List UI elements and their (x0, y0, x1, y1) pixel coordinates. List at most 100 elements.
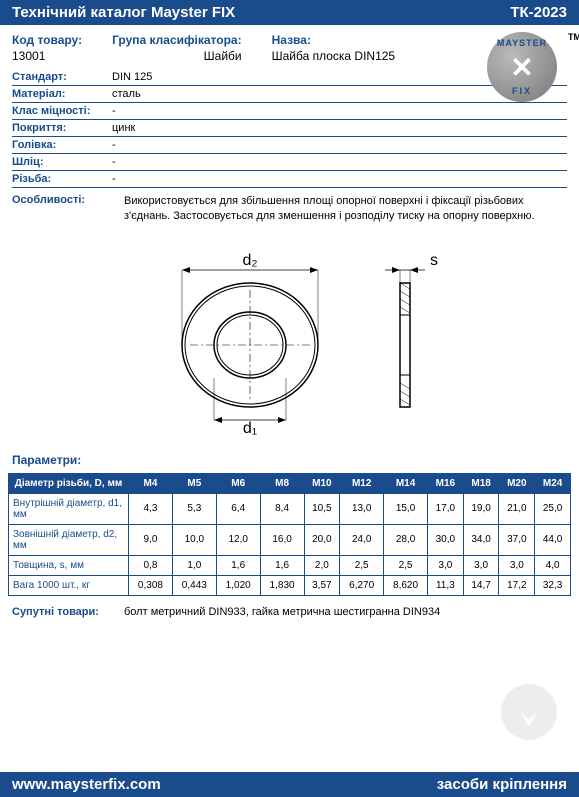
cell: 6,4 (216, 493, 260, 524)
cell: 1,020 (216, 575, 260, 595)
spec-value: - (112, 139, 116, 151)
cell: 8,4 (260, 493, 304, 524)
features-label: Особливості: (12, 194, 124, 225)
brand-logo: MAYSTER ✕ FIX TM (487, 32, 567, 112)
spec-row: Клас міцності:- (12, 103, 567, 120)
cell: 15,0 (384, 493, 428, 524)
cell: 4,3 (129, 493, 173, 524)
table-header: M14 (384, 473, 428, 493)
group-value: Шайби (112, 49, 242, 63)
cell: 2,5 (384, 555, 428, 575)
cell: 6,270 (340, 575, 384, 595)
related-label: Супутні товари: (12, 606, 124, 618)
cell: 11,3 (427, 575, 463, 595)
params-title: Параметри: (0, 445, 579, 473)
header-code: ТК-2023 (510, 4, 567, 21)
table-header: M18 (463, 473, 499, 493)
cell: 28,0 (384, 524, 428, 555)
footer-bar: www.maysterfix.com засоби кріплення (0, 772, 579, 797)
spec-value: цинк (112, 122, 135, 134)
spec-label: Шліц: (12, 156, 112, 168)
spec-label: Клас міцності: (12, 105, 112, 117)
cell: 10,0 (172, 524, 216, 555)
cell: 8,620 (384, 575, 428, 595)
cell: 12,0 (216, 524, 260, 555)
cell: 16,0 (260, 524, 304, 555)
cell: 17,0 (427, 493, 463, 524)
spec-row: Шліц:- (12, 154, 567, 171)
cell: 2,0 (304, 555, 340, 575)
cell: 1,0 (172, 555, 216, 575)
spec-row: Матеріал:сталь (12, 86, 567, 103)
table-header: Діаметр різьби, D, мм (9, 473, 129, 493)
related-row: Супутні товари: болт метричний DIN933, г… (0, 596, 579, 628)
table-header: M10 (304, 473, 340, 493)
cell: 9,0 (129, 524, 173, 555)
cell: 0,443 (172, 575, 216, 595)
s-label: s (430, 252, 438, 269)
cell: 20,0 (304, 524, 340, 555)
header-title: Технічний каталог Mayster FIX (12, 4, 235, 21)
cell: 5,3 (172, 493, 216, 524)
spec-row: Стандарт:DIN 125 (12, 69, 567, 86)
table-row: Зовнішній діаметр, d2, мм9,010,012,016,0… (9, 524, 571, 555)
cell: 37,0 (499, 524, 535, 555)
cell: 3,0 (463, 555, 499, 575)
group-label: Група класифікатора: (112, 33, 242, 47)
table-header: M12 (340, 473, 384, 493)
features-row: Особливості: Використовується для збільш… (0, 190, 579, 225)
cell: 32,3 (535, 575, 571, 595)
related-value: болт метричний DIN933, гайка метрична ше… (124, 606, 440, 618)
header-bar: Технічний каталог Mayster FIX ТК-2023 (0, 0, 579, 25)
cell: 13,0 (340, 493, 384, 524)
table-header: M20 (499, 473, 535, 493)
row-label: Товщина, s, мм (9, 555, 129, 575)
spec-value: - (112, 105, 116, 117)
cell: 21,0 (499, 493, 535, 524)
cell: 10,5 (304, 493, 340, 524)
cell: 0,8 (129, 555, 173, 575)
table-header: M4 (129, 473, 173, 493)
cell: 25,0 (535, 493, 571, 524)
logo-x-icon: ✕ (510, 51, 533, 84)
row-label: Вага 1000 шт., кг (9, 575, 129, 595)
spec-value: сталь (112, 88, 141, 100)
watermark-icon (499, 682, 559, 747)
table-row: Вага 1000 шт., кг0,3080,4431,0201,8303,5… (9, 575, 571, 595)
spec-label: Покриття: (12, 122, 112, 134)
table-row: Внутрішній діаметр, d1, мм4,35,36,48,410… (9, 493, 571, 524)
row-label: Зовнішній діаметр, d2, мм (9, 524, 129, 555)
cell: 2,5 (340, 555, 384, 575)
cell: 14,7 (463, 575, 499, 595)
spec-row: Різьба:- (12, 171, 567, 188)
code-label: Код товару: (12, 33, 82, 47)
cell: 17,2 (499, 575, 535, 595)
table-header: M16 (427, 473, 463, 493)
code-value: 13001 (12, 49, 82, 63)
features-value: Використовується для збільшення площі оп… (124, 194, 567, 225)
row-label: Внутрішній діаметр, d1, мм (9, 493, 129, 524)
footer-tagline: засоби кріплення (437, 776, 567, 793)
d2-label: d₂ (242, 252, 257, 269)
cell: 34,0 (463, 524, 499, 555)
table-header: M5 (172, 473, 216, 493)
params-table: Діаметр різьби, D, ммM4M5M6M8M10M12M14M1… (8, 473, 571, 596)
logo-bottom: FIX (487, 86, 557, 96)
cell: 3,57 (304, 575, 340, 595)
footer-url: www.maysterfix.com (12, 776, 161, 793)
logo-top: MAYSTER (487, 38, 557, 48)
table-header: M6 (216, 473, 260, 493)
table-row: Товщина, s, мм0,81,01,61,62,02,52,53,03,… (9, 555, 571, 575)
name-value: Шайба плоска DIN125 (272, 49, 396, 63)
cell: 19,0 (463, 493, 499, 524)
spec-label: Голівка: (12, 139, 112, 151)
spec-value: - (112, 156, 116, 168)
cell: 30,0 (427, 524, 463, 555)
technical-diagram: d₂ d₁ s (0, 225, 579, 445)
spec-label: Різьба: (12, 173, 112, 185)
spec-value: DIN 125 (112, 71, 152, 83)
cell: 1,6 (260, 555, 304, 575)
cell: 24,0 (340, 524, 384, 555)
name-label: Назва: (272, 33, 396, 47)
cell: 1,830 (260, 575, 304, 595)
